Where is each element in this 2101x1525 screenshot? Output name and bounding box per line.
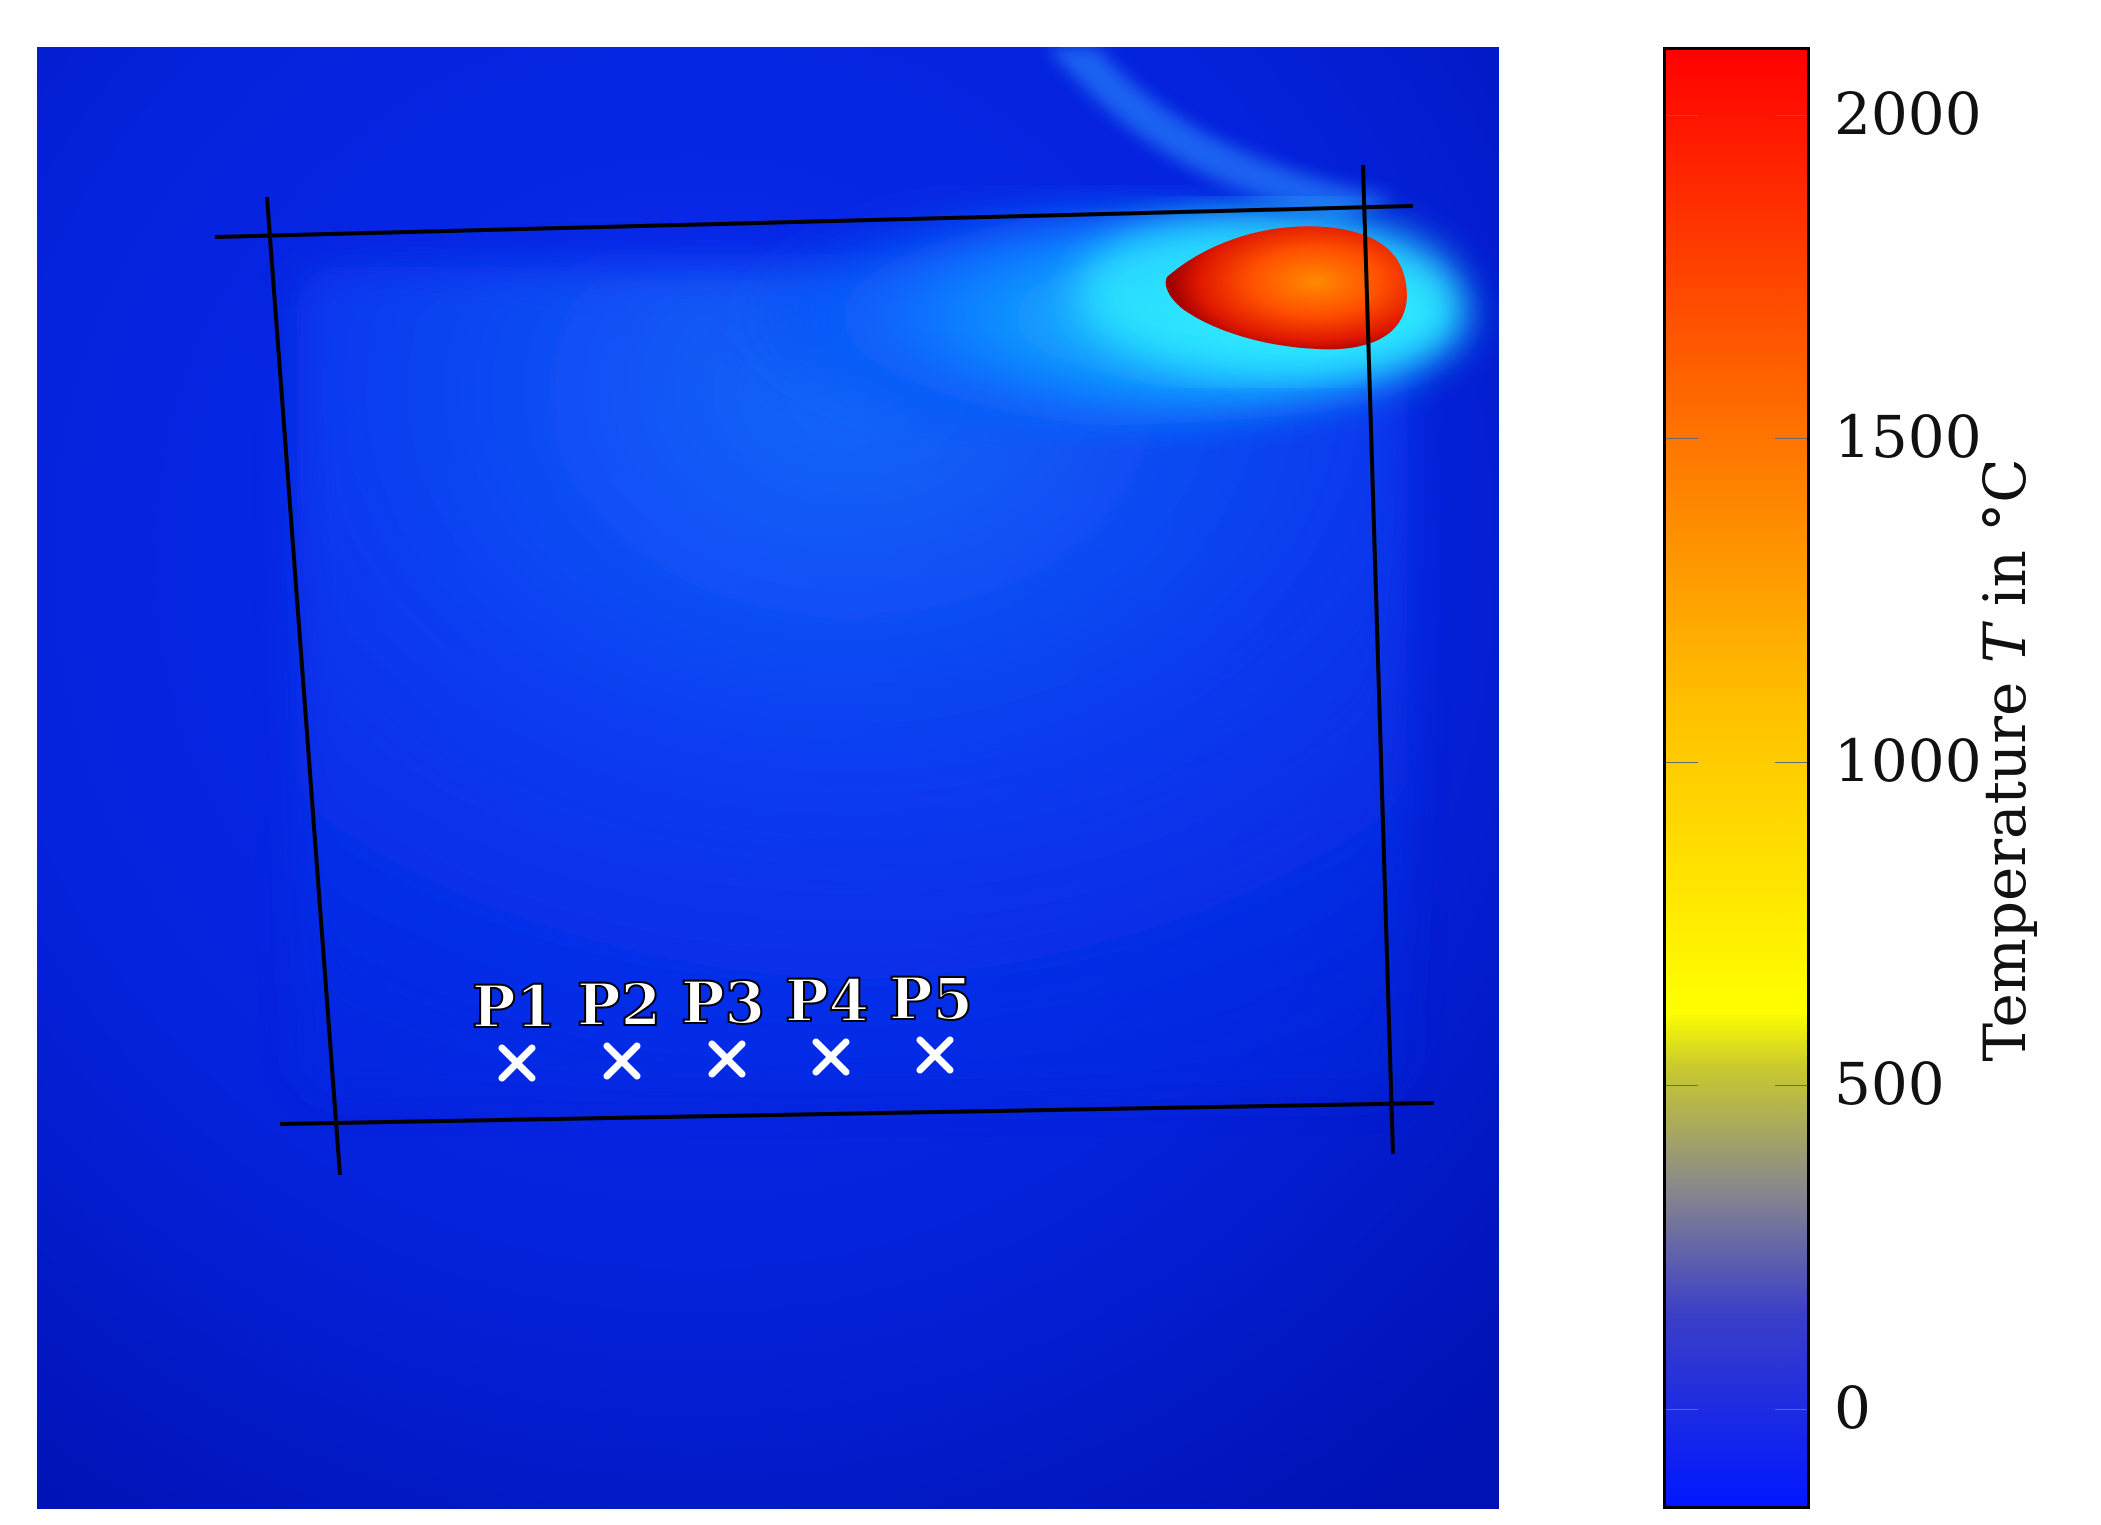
colorbar-tick-right [1775,438,1807,440]
colorbar-tick-right [1775,1408,1807,1410]
heated-panel-region [297,267,1407,1097]
colorbar-tick-right [1775,761,1807,763]
colorbar-tick-label: 0 [1834,1373,1871,1442]
colorbar-tick-label: 1000 [1834,726,1982,795]
colorbar-tick-left [1666,1408,1698,1410]
colorbar-tick-left [1666,114,1698,116]
colorbar-tick-left [1666,1085,1698,1087]
colorbar-tick-label: 500 [1834,1050,1945,1119]
colorbar-title-prefix: Temperature [1971,663,2039,1062]
colorbar-tick-right [1775,1085,1807,1087]
point-label-p5: P5 [888,965,974,1033]
point-label-p1: P1 [471,973,557,1041]
colorbar [1663,47,1810,1509]
colorbar-tick-left [1666,761,1698,763]
point-label-p3: P3 [680,969,766,1037]
exhaust-plume [1047,47,1397,217]
thermal-image [37,47,1499,1509]
colorbar-tick-right [1775,114,1807,116]
point-label-p2: P2 [576,971,662,1039]
colorbar-tick-left [1666,438,1698,440]
colorbar-tick-label: 1500 [1834,403,1982,472]
hotspot [1165,226,1407,350]
colorbar-title-var: T [1971,624,2039,664]
point-label-p4: P4 [784,967,870,1035]
colorbar-title-suffix: in °C [1971,458,2039,625]
thermal-image-canvas [37,47,1499,1509]
colorbar-title: Temperature T in °C [1971,458,2039,1061]
colorbar-tick-label: 2000 [1834,79,1982,148]
